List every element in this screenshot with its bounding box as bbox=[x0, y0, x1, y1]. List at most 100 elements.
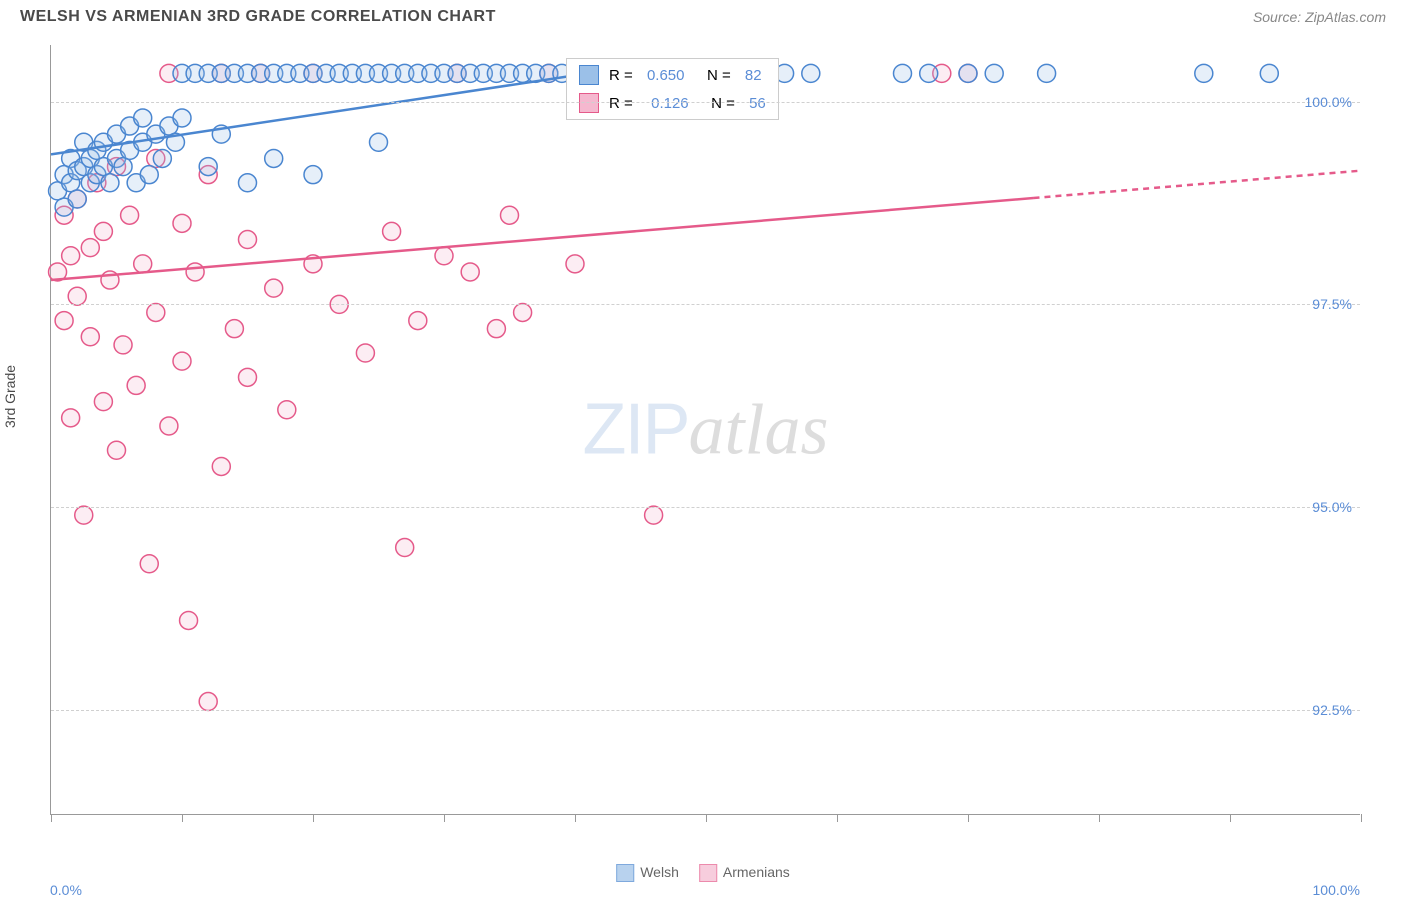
data-point bbox=[265, 149, 283, 167]
data-point bbox=[985, 64, 1003, 82]
data-point bbox=[121, 206, 139, 224]
data-point bbox=[140, 166, 158, 184]
chart-plot-area: ZIPatlas R = 0.650 N = 82 R = 0.126 N = … bbox=[50, 45, 1360, 815]
data-point bbox=[212, 457, 230, 475]
data-point bbox=[134, 255, 152, 273]
data-point bbox=[802, 64, 820, 82]
data-point bbox=[199, 158, 217, 176]
data-point bbox=[383, 222, 401, 240]
x-tick bbox=[1361, 814, 1362, 822]
legend-row-armenians: R = 0.126 N = 56 bbox=[567, 89, 778, 117]
x-tick bbox=[575, 814, 576, 822]
correlation-legend-box: R = 0.650 N = 82 R = 0.126 N = 56 bbox=[566, 58, 779, 120]
legend-n-label-0: N = bbox=[694, 67, 734, 84]
data-point bbox=[487, 320, 505, 338]
legend-swatch-icon-welsh bbox=[616, 864, 634, 882]
data-point bbox=[304, 166, 322, 184]
data-point bbox=[370, 133, 388, 151]
x-tick bbox=[313, 814, 314, 822]
data-point bbox=[114, 336, 132, 354]
trendline-dashed bbox=[1034, 171, 1362, 198]
data-point bbox=[566, 255, 584, 273]
data-point bbox=[94, 393, 112, 411]
y-tick-label: 100.0% bbox=[1272, 94, 1352, 110]
x-tick-label-min: 0.0% bbox=[50, 882, 82, 898]
y-tick-label: 92.5% bbox=[1272, 702, 1352, 718]
data-point bbox=[81, 239, 99, 257]
data-point bbox=[114, 158, 132, 176]
data-point bbox=[278, 401, 296, 419]
legend-item-welsh: Welsh bbox=[616, 864, 679, 882]
legend-r-value-1: 0.126 bbox=[647, 95, 689, 112]
legend-label-welsh: Welsh bbox=[640, 864, 679, 880]
legend-r-label-1: R = bbox=[609, 95, 637, 112]
data-point bbox=[239, 231, 257, 249]
legend-r-label-0: R = bbox=[609, 67, 637, 84]
legend-swatch-icon-armenians bbox=[699, 864, 717, 882]
legend-r-value-0: 0.650 bbox=[647, 67, 685, 84]
gridline bbox=[51, 304, 1360, 305]
data-point bbox=[173, 214, 191, 232]
data-point bbox=[1038, 64, 1056, 82]
data-point bbox=[645, 506, 663, 524]
data-point bbox=[140, 555, 158, 573]
y-tick-label: 95.0% bbox=[1272, 499, 1352, 515]
data-point bbox=[959, 64, 977, 82]
x-tick bbox=[706, 814, 707, 822]
gridline bbox=[51, 710, 1360, 711]
data-point bbox=[1195, 64, 1213, 82]
data-point bbox=[186, 263, 204, 281]
legend-item-armenians: Armenians bbox=[699, 864, 790, 882]
series-legend: Welsh Armenians bbox=[616, 864, 790, 882]
data-point bbox=[173, 352, 191, 370]
data-point bbox=[55, 312, 73, 330]
x-tick bbox=[1230, 814, 1231, 822]
data-point bbox=[239, 368, 257, 386]
legend-n-value-1: 56 bbox=[749, 95, 766, 112]
data-point bbox=[435, 247, 453, 265]
x-tick bbox=[444, 814, 445, 822]
x-tick bbox=[182, 814, 183, 822]
data-point bbox=[68, 190, 86, 208]
data-point bbox=[160, 417, 178, 435]
legend-n-label-1: N = bbox=[699, 95, 739, 112]
scatter-svg bbox=[51, 45, 1360, 814]
data-point bbox=[127, 376, 145, 394]
data-point bbox=[396, 539, 414, 557]
data-point bbox=[239, 174, 257, 192]
source-attribution: Source: ZipAtlas.com bbox=[1253, 9, 1386, 25]
trendline bbox=[51, 198, 1034, 280]
data-point bbox=[153, 149, 171, 167]
data-point bbox=[894, 64, 912, 82]
trendline bbox=[51, 73, 588, 154]
data-point bbox=[173, 109, 191, 127]
data-point bbox=[68, 287, 86, 305]
data-point bbox=[514, 303, 532, 321]
legend-n-value-0: 82 bbox=[745, 67, 762, 84]
chart-title: WELSH VS ARMENIAN 3RD GRADE CORRELATION … bbox=[20, 8, 496, 26]
data-point bbox=[501, 206, 519, 224]
data-point bbox=[461, 263, 479, 281]
x-tick-label-max: 100.0% bbox=[1313, 882, 1360, 898]
data-point bbox=[180, 611, 198, 629]
legend-swatch-welsh bbox=[579, 65, 599, 85]
data-point bbox=[94, 222, 112, 240]
x-tick bbox=[837, 814, 838, 822]
legend-label-armenians: Armenians bbox=[723, 864, 790, 880]
data-point bbox=[409, 312, 427, 330]
data-point bbox=[81, 328, 99, 346]
data-point bbox=[108, 441, 126, 459]
data-point bbox=[62, 409, 80, 427]
y-axis-label: 3rd Grade bbox=[2, 365, 18, 428]
data-point bbox=[199, 693, 217, 711]
gridline bbox=[51, 102, 1360, 103]
legend-swatch-armenians bbox=[579, 93, 599, 113]
gridline bbox=[51, 507, 1360, 508]
data-point bbox=[134, 109, 152, 127]
data-point bbox=[225, 320, 243, 338]
data-point bbox=[101, 174, 119, 192]
x-tick bbox=[1099, 814, 1100, 822]
y-tick-label: 97.5% bbox=[1272, 296, 1352, 312]
data-point bbox=[147, 303, 165, 321]
x-tick bbox=[51, 814, 52, 822]
